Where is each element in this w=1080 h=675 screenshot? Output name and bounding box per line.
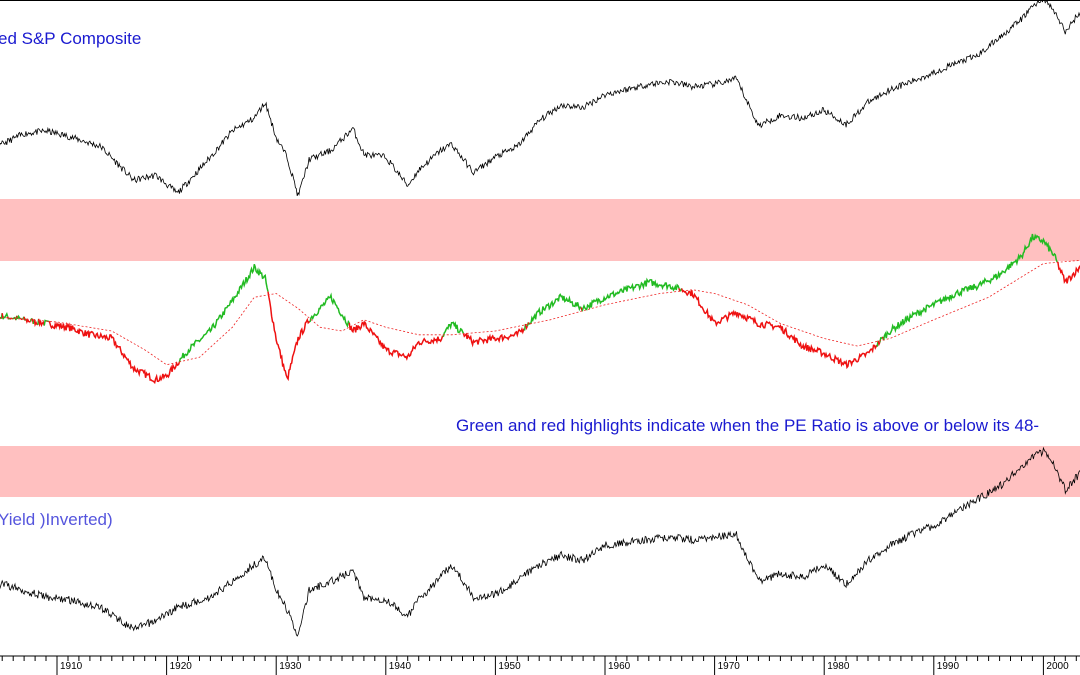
- pe-below-average-segment: [877, 340, 881, 347]
- pe-below-average-segment: [462, 326, 526, 348]
- x-tick-label: 1970: [718, 661, 741, 672]
- x-tick-label: 1930: [279, 661, 302, 672]
- yield-inverted-line: [0, 446, 1080, 637]
- x-tick-label: 1940: [389, 661, 412, 672]
- x-tick-label: 1980: [827, 661, 850, 672]
- pe-below-average-segment: [524, 323, 529, 331]
- x-tick-label: 2000: [1046, 661, 1069, 672]
- pe-moving-average-series: [0, 259, 1080, 366]
- pe-above-average-segment: [16, 314, 21, 320]
- pe-below-average-segment: [348, 320, 444, 361]
- pe-below-average-segment: [37, 318, 45, 328]
- sp-composite-line: [0, 0, 1080, 197]
- x-tick-label: 1990: [937, 661, 960, 672]
- pe-ratio-series: [0, 233, 1080, 385]
- pe-above-average-segment: [178, 263, 269, 363]
- sp-composite-series: [0, 0, 1080, 197]
- pe-above-average-segment: [442, 321, 465, 337]
- top-panel-title: ed S&P Composite: [0, 29, 142, 48]
- yield-inverted-series: [0, 446, 1080, 637]
- pe-above-average-segment: [581, 277, 680, 312]
- pe-below-average-segment: [680, 288, 878, 370]
- pe-below-average-segment: [0, 317, 2, 320]
- bottom-panel-title: Yield )Inverted): [0, 510, 113, 529]
- x-axis: 1910 1920 1930 1940 1950 1960 1970 1980 1990 2000: [0, 655, 1080, 675]
- x-tick-label: 1910: [60, 661, 83, 672]
- pe-above-average-segment: [309, 292, 350, 329]
- highlight-note: Green and red highlights indicate when t…: [456, 416, 1040, 435]
- pe-moving-average-line: [0, 259, 1080, 366]
- pe-below-average-segment: [48, 320, 181, 385]
- x-tick-label: 1920: [170, 661, 193, 672]
- pe-below-average-segment: [1056, 261, 1080, 285]
- x-tick-label: 1960: [608, 661, 631, 672]
- upper-band: [0, 199, 1080, 261]
- pe-below-average-segment: [267, 291, 311, 382]
- pe-below-average-segment: [25, 318, 31, 325]
- lower-band: [0, 446, 1080, 497]
- x-tick-label: 1950: [498, 661, 521, 672]
- pe-above-average-segment: [528, 293, 582, 325]
- pe-below-average-segment: [19, 317, 23, 321]
- pe-above-average-segment: [2, 312, 9, 320]
- pe-above-average-segment: [882, 233, 1058, 341]
